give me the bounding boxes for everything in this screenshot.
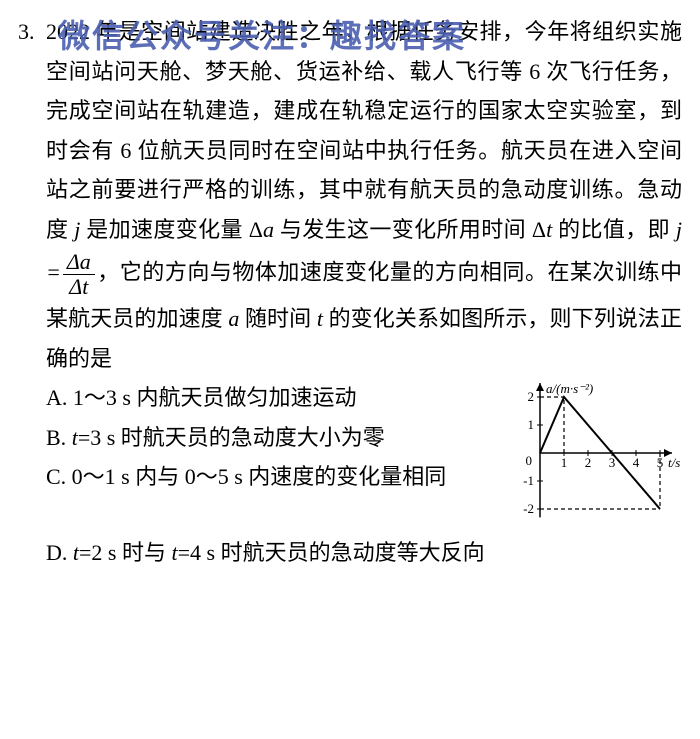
option-d: D. t=2 s 时与 t=4 s 时航天员的急动度等大反向	[46, 533, 682, 573]
chart-container: 12345-2-1012a/(m·s⁻²)t/s	[512, 378, 682, 533]
opt-d-2: =2 s 时与	[79, 540, 171, 565]
svg-text:2: 2	[528, 389, 535, 404]
var-a: a	[263, 217, 274, 242]
options-block: A. 1～3 s 内航天员做匀加速运动 B. t=3 s 时航天员的急动度大小为…	[46, 378, 682, 573]
var-a2: a	[228, 306, 239, 331]
frac-num: Δa	[63, 250, 95, 275]
para-2: 是加速度变化量 Δ	[80, 217, 263, 242]
option-c: C. 0～1 s 内与 0～5 s 内速度的变化量相同	[46, 457, 508, 497]
opt-d-1: D.	[46, 540, 73, 565]
para-4: 的比值，即	[552, 217, 676, 242]
option-a: A. 1～3 s 内航天员做匀加速运动	[46, 378, 508, 418]
question-body: 2022 年是空间站建造决胜之年，根据任务安排，今年将组织实施空间站问天舱、梦天…	[46, 12, 682, 378]
question-block: 3. 微信公众号关注：趣找答案 2022 年是空间站建造决胜之年，根据任务安排，…	[18, 12, 682, 573]
para-6: 随时间	[239, 306, 316, 331]
option-b: B. t=3 s 时航天员的急动度大小为零	[46, 418, 508, 458]
svg-text:4: 4	[633, 455, 640, 470]
para-3: 与发生这一变化所用时间 Δ	[274, 217, 546, 242]
frac-den: Δt	[63, 275, 95, 299]
svg-text:0: 0	[526, 453, 533, 468]
svg-text:a/(m·s⁻²): a/(m·s⁻²)	[546, 381, 593, 396]
svg-text:1: 1	[561, 455, 568, 470]
svg-text:2: 2	[585, 455, 592, 470]
svg-text:1: 1	[528, 417, 535, 432]
svg-text:-1: -1	[523, 473, 534, 488]
svg-text:3: 3	[609, 455, 616, 470]
at-chart: 12345-2-1012a/(m·s⁻²)t/s	[512, 378, 682, 533]
para-1: 2022 年是空间站建造决胜之年，根据任务安排，今年将组织实施空间站问天舱、梦天…	[46, 19, 682, 242]
svg-text:-2: -2	[523, 501, 534, 516]
svg-text:t/s: t/s	[668, 455, 680, 470]
opt-d-3: =4 s 时航天员的急动度等大反向	[178, 540, 485, 565]
fraction: ΔaΔt	[63, 250, 95, 299]
opt-b-1: B.	[46, 425, 72, 450]
question-number: 3.	[18, 12, 35, 52]
opt-b-2: =3 s 时航天员的急动度大小为零	[78, 425, 385, 450]
